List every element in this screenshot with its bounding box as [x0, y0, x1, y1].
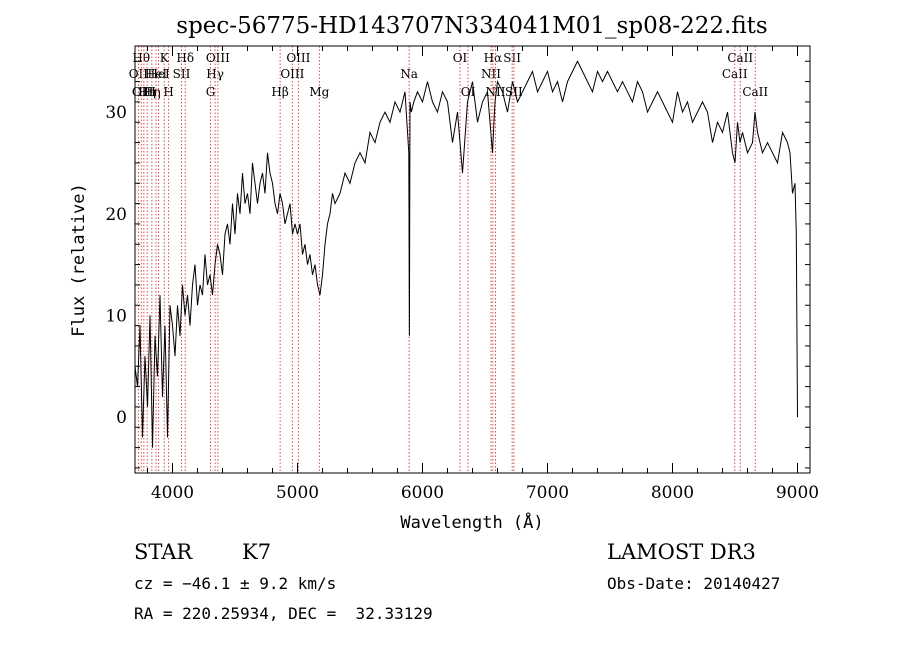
line-marker-label: HeI	[145, 67, 168, 81]
line-marker-label: OI	[461, 85, 476, 99]
y-axis-label: Flux (relative)	[69, 183, 89, 337]
line-marker-label: Hα	[484, 51, 503, 65]
line-marker-label: Hβ	[271, 85, 288, 99]
line-marker-label: NII	[481, 67, 501, 81]
redshift-text: cz = −46.1 ± 9.2 km/s	[134, 574, 337, 593]
survey-name: LAMOST DR3	[607, 540, 756, 564]
y-tick-label: 30	[105, 103, 127, 123]
x-tick-label: 7000	[526, 483, 569, 503]
x-tick-label: 9000	[776, 483, 819, 503]
y-tick-label: 0	[116, 408, 127, 428]
y-tick-label: 10	[105, 306, 127, 326]
object-subclass: K7	[242, 540, 272, 564]
chart-title: spec-56775-HD143707N334041M01_sp08-222.f…	[176, 13, 767, 39]
x-axis: 4000 5000 6000 7000 8000 9000	[147, 46, 819, 503]
line-marker-label: CaII	[742, 85, 768, 99]
line-marker-label: Mg	[309, 85, 329, 99]
line-marker-label: OII	[129, 67, 149, 81]
line-marker-label: Hγ	[206, 67, 224, 81]
line-marker-label: OIII	[286, 51, 310, 65]
line-marker-label: H	[163, 85, 173, 99]
plot-frame	[134, 45, 811, 474]
y-axis: 0 10 20 30	[105, 60, 810, 469]
line-marker-label: OIII	[206, 51, 230, 65]
x-tick-label: 4000	[151, 483, 194, 503]
x-tick-label: 8000	[651, 483, 694, 503]
line-marker-label: K	[160, 51, 170, 65]
line-marker-label: SII	[173, 67, 191, 81]
line-marker-label: CaII	[727, 51, 753, 65]
obs-date-text: Obs-Date: 20140427	[607, 574, 781, 593]
line-marker-label: Hη	[143, 85, 161, 99]
line-marker-label: SII	[503, 51, 521, 65]
line-marker-label: OIII	[132, 85, 156, 99]
line-marker-label: CaII	[722, 67, 748, 81]
line-marker-label: OIII	[280, 67, 304, 81]
spectrum-series-line	[134, 60, 798, 448]
line-marker-label: HeI	[147, 67, 170, 81]
line-marker-label: Hδ	[176, 51, 194, 65]
coordinates-text: RA = 220.25934, DEC = 32.33129	[134, 604, 433, 623]
x-tick-label: 6000	[401, 483, 444, 503]
line-markers: OIIHθOIIIHηHηHeIHeIKHSIIHδGHγOIIIHβOIIIO…	[129, 46, 768, 473]
line-marker-label: Na	[400, 67, 418, 81]
x-axis-label: Wavelength (Å)	[400, 511, 543, 533]
x-tick-label: 5000	[276, 483, 319, 503]
line-marker-label: OI	[453, 51, 468, 65]
object-class: STAR	[134, 540, 193, 564]
line-marker-label: G	[206, 85, 216, 99]
line-marker-label: SII	[505, 85, 523, 99]
y-tick-label: 20	[105, 205, 127, 225]
